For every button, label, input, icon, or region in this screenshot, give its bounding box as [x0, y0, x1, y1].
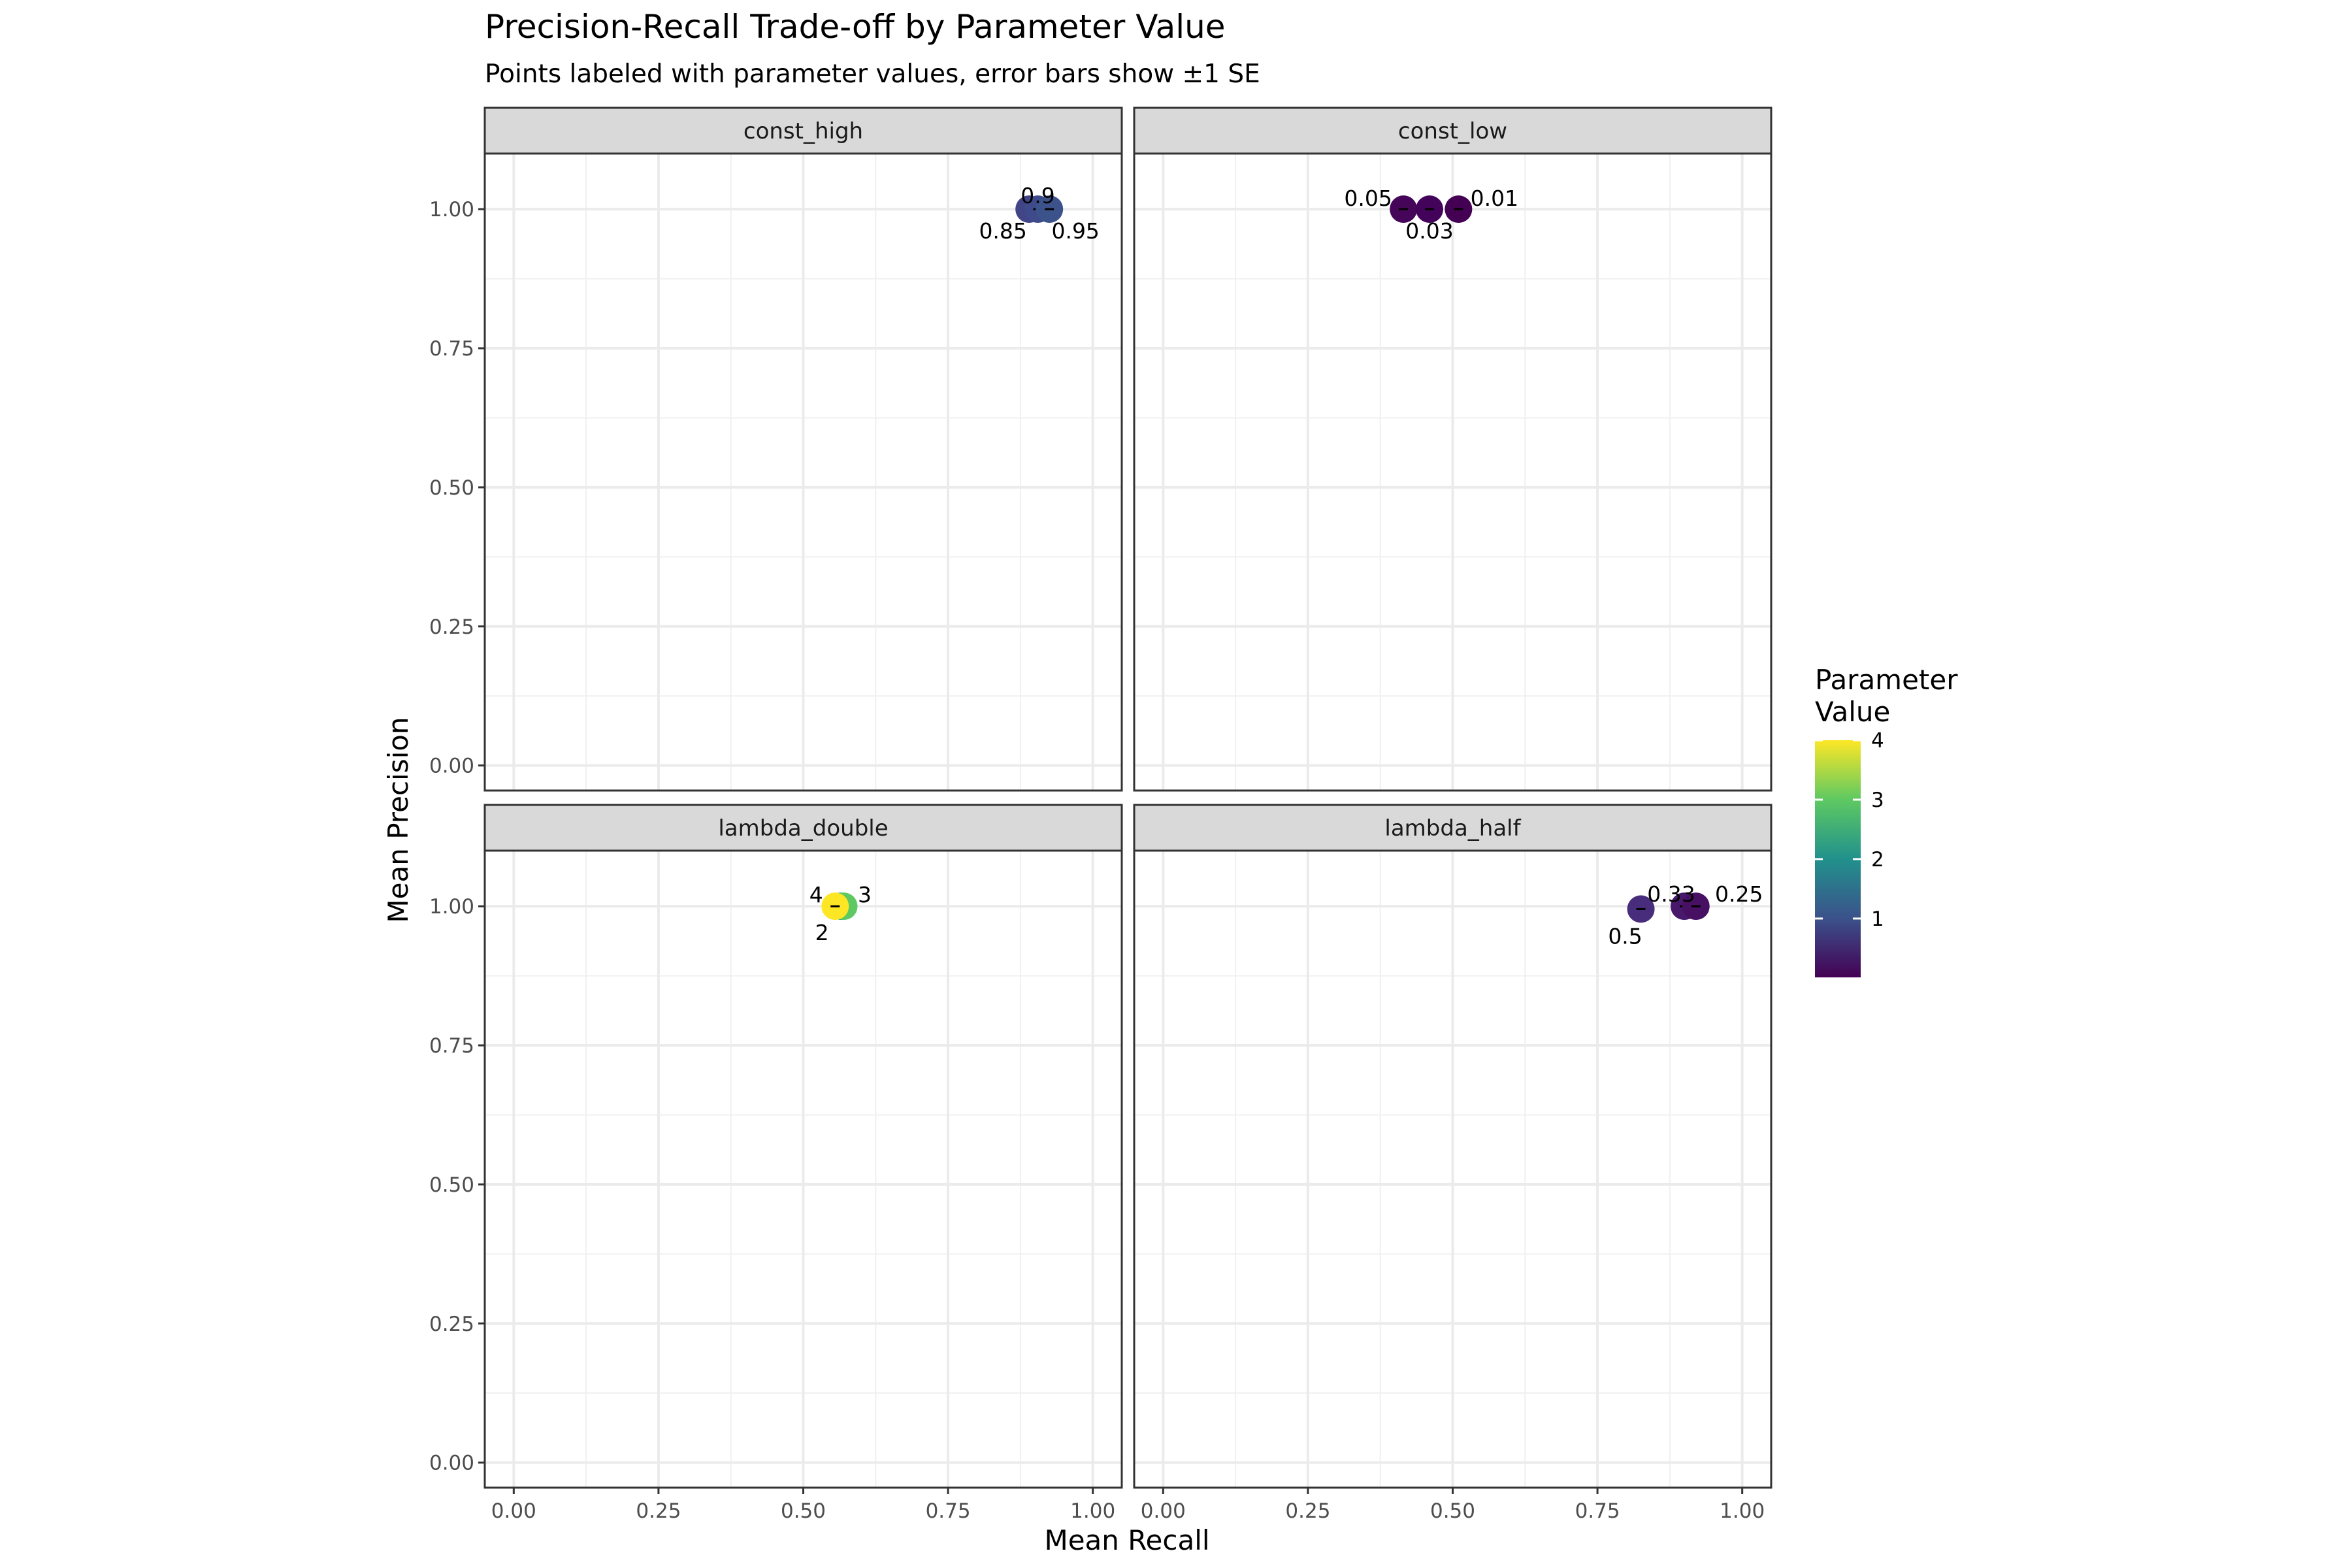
legend-tick-label: 1	[1871, 907, 1884, 931]
legend-tick-label: 3	[1871, 789, 1884, 812]
facet-panel-const_low: const_low 0.05 0.03 0.01	[1133, 106, 1772, 792]
point-label: 0.01	[1471, 186, 1518, 211]
x-tick-label: 0.00	[491, 1499, 536, 1523]
point-label: 0.95	[1051, 218, 1099, 244]
x-tick-label: 0.75	[1575, 1499, 1620, 1523]
x-tick-label: 0.00	[1141, 1499, 1186, 1523]
chart-title: Precision-Recall Trade-off by Parameter …	[485, 8, 1226, 46]
facet-strip	[1133, 106, 1772, 155]
facet-panel-const_high: const_high 0.00 0.25 0.50 0.75 1.00 0.85 0.9 0.9…	[429, 106, 1123, 792]
facet-strip	[483, 804, 1123, 852]
panel-border	[483, 152, 1123, 792]
legend-title-line-1: Parameter	[1815, 664, 1958, 696]
y-tick-label: 0.75	[429, 1034, 474, 1058]
point-label: 0.5	[1608, 923, 1642, 949]
y-tick-label: 1.00	[429, 198, 474, 221]
y-tick-label: 0.50	[429, 1173, 474, 1197]
point-label: 3	[858, 882, 872, 907]
facet-panel-lambda_half: lambda_half 0.00 0.25 0.50 0.75 1.00 0.50.33 0.…	[1133, 804, 1772, 1523]
chart-subtitle: Points labeled with parameter values, er…	[485, 59, 1260, 89]
point-label: 4	[809, 882, 823, 907]
y-tick-label: 0.00	[429, 755, 474, 778]
panel-border	[483, 849, 1123, 1489]
point-label: 0.85	[979, 218, 1026, 244]
x-tick-label: 0.25	[1285, 1499, 1330, 1523]
point-label: 0.25	[1715, 881, 1763, 907]
y-tick-label: 1.00	[429, 895, 474, 919]
facet-strip-label: const_low	[1398, 118, 1507, 144]
y-tick-label: 0.25	[429, 1313, 474, 1336]
facet-strip	[483, 106, 1123, 155]
x-tick-label: 0.75	[926, 1499, 971, 1523]
facet-strip-label: lambda_double	[718, 815, 888, 841]
y-tick-label: 0.50	[429, 476, 474, 500]
point-label: 0.05	[1344, 186, 1392, 211]
x-tick-label: 0.25	[636, 1499, 681, 1523]
facet-strip-label: const_high	[743, 118, 863, 144]
legend-tick-label: 2	[1871, 848, 1884, 872]
legend-ticks: 1 2 3 4	[1815, 729, 1884, 931]
panel-border	[1133, 152, 1772, 792]
facet-strip-label: lambda_half	[1384, 815, 1521, 841]
y-axis-title: Mean Precision	[382, 717, 414, 923]
facet-panel-lambda_double: lambda_double 0.00 0.25 0.50 0.75 1.00 0.00 0.2…	[429, 804, 1123, 1523]
facet-panels: const_high 0.00 0.25 0.50 0.75 1.00 0.85 0.9 0.9…	[429, 106, 1772, 1523]
point-label: 2	[815, 920, 829, 945]
x-axis-title: Mean Recall	[1044, 1524, 1209, 1556]
panel-border	[1133, 849, 1772, 1489]
x-tick-label: 0.50	[781, 1499, 826, 1523]
point-label: 0.03	[1405, 218, 1453, 244]
y-tick-label: 0.25	[429, 615, 474, 639]
point-label: 0.9	[1021, 183, 1054, 208]
x-tick-label: 1.00	[1070, 1499, 1115, 1523]
legend-title-line-2: Value	[1815, 696, 1890, 728]
y-tick-label: 0.00	[429, 1452, 474, 1475]
x-tick-label: 1.00	[1720, 1499, 1765, 1523]
x-tick-label: 0.50	[1430, 1499, 1475, 1523]
point-label: 0.33	[1647, 881, 1695, 907]
legend-tick-label: 4	[1871, 729, 1884, 753]
color-legend: Parameter Value 1 2 3 4	[1815, 664, 1958, 977]
y-tick-label: 0.75	[429, 337, 474, 361]
